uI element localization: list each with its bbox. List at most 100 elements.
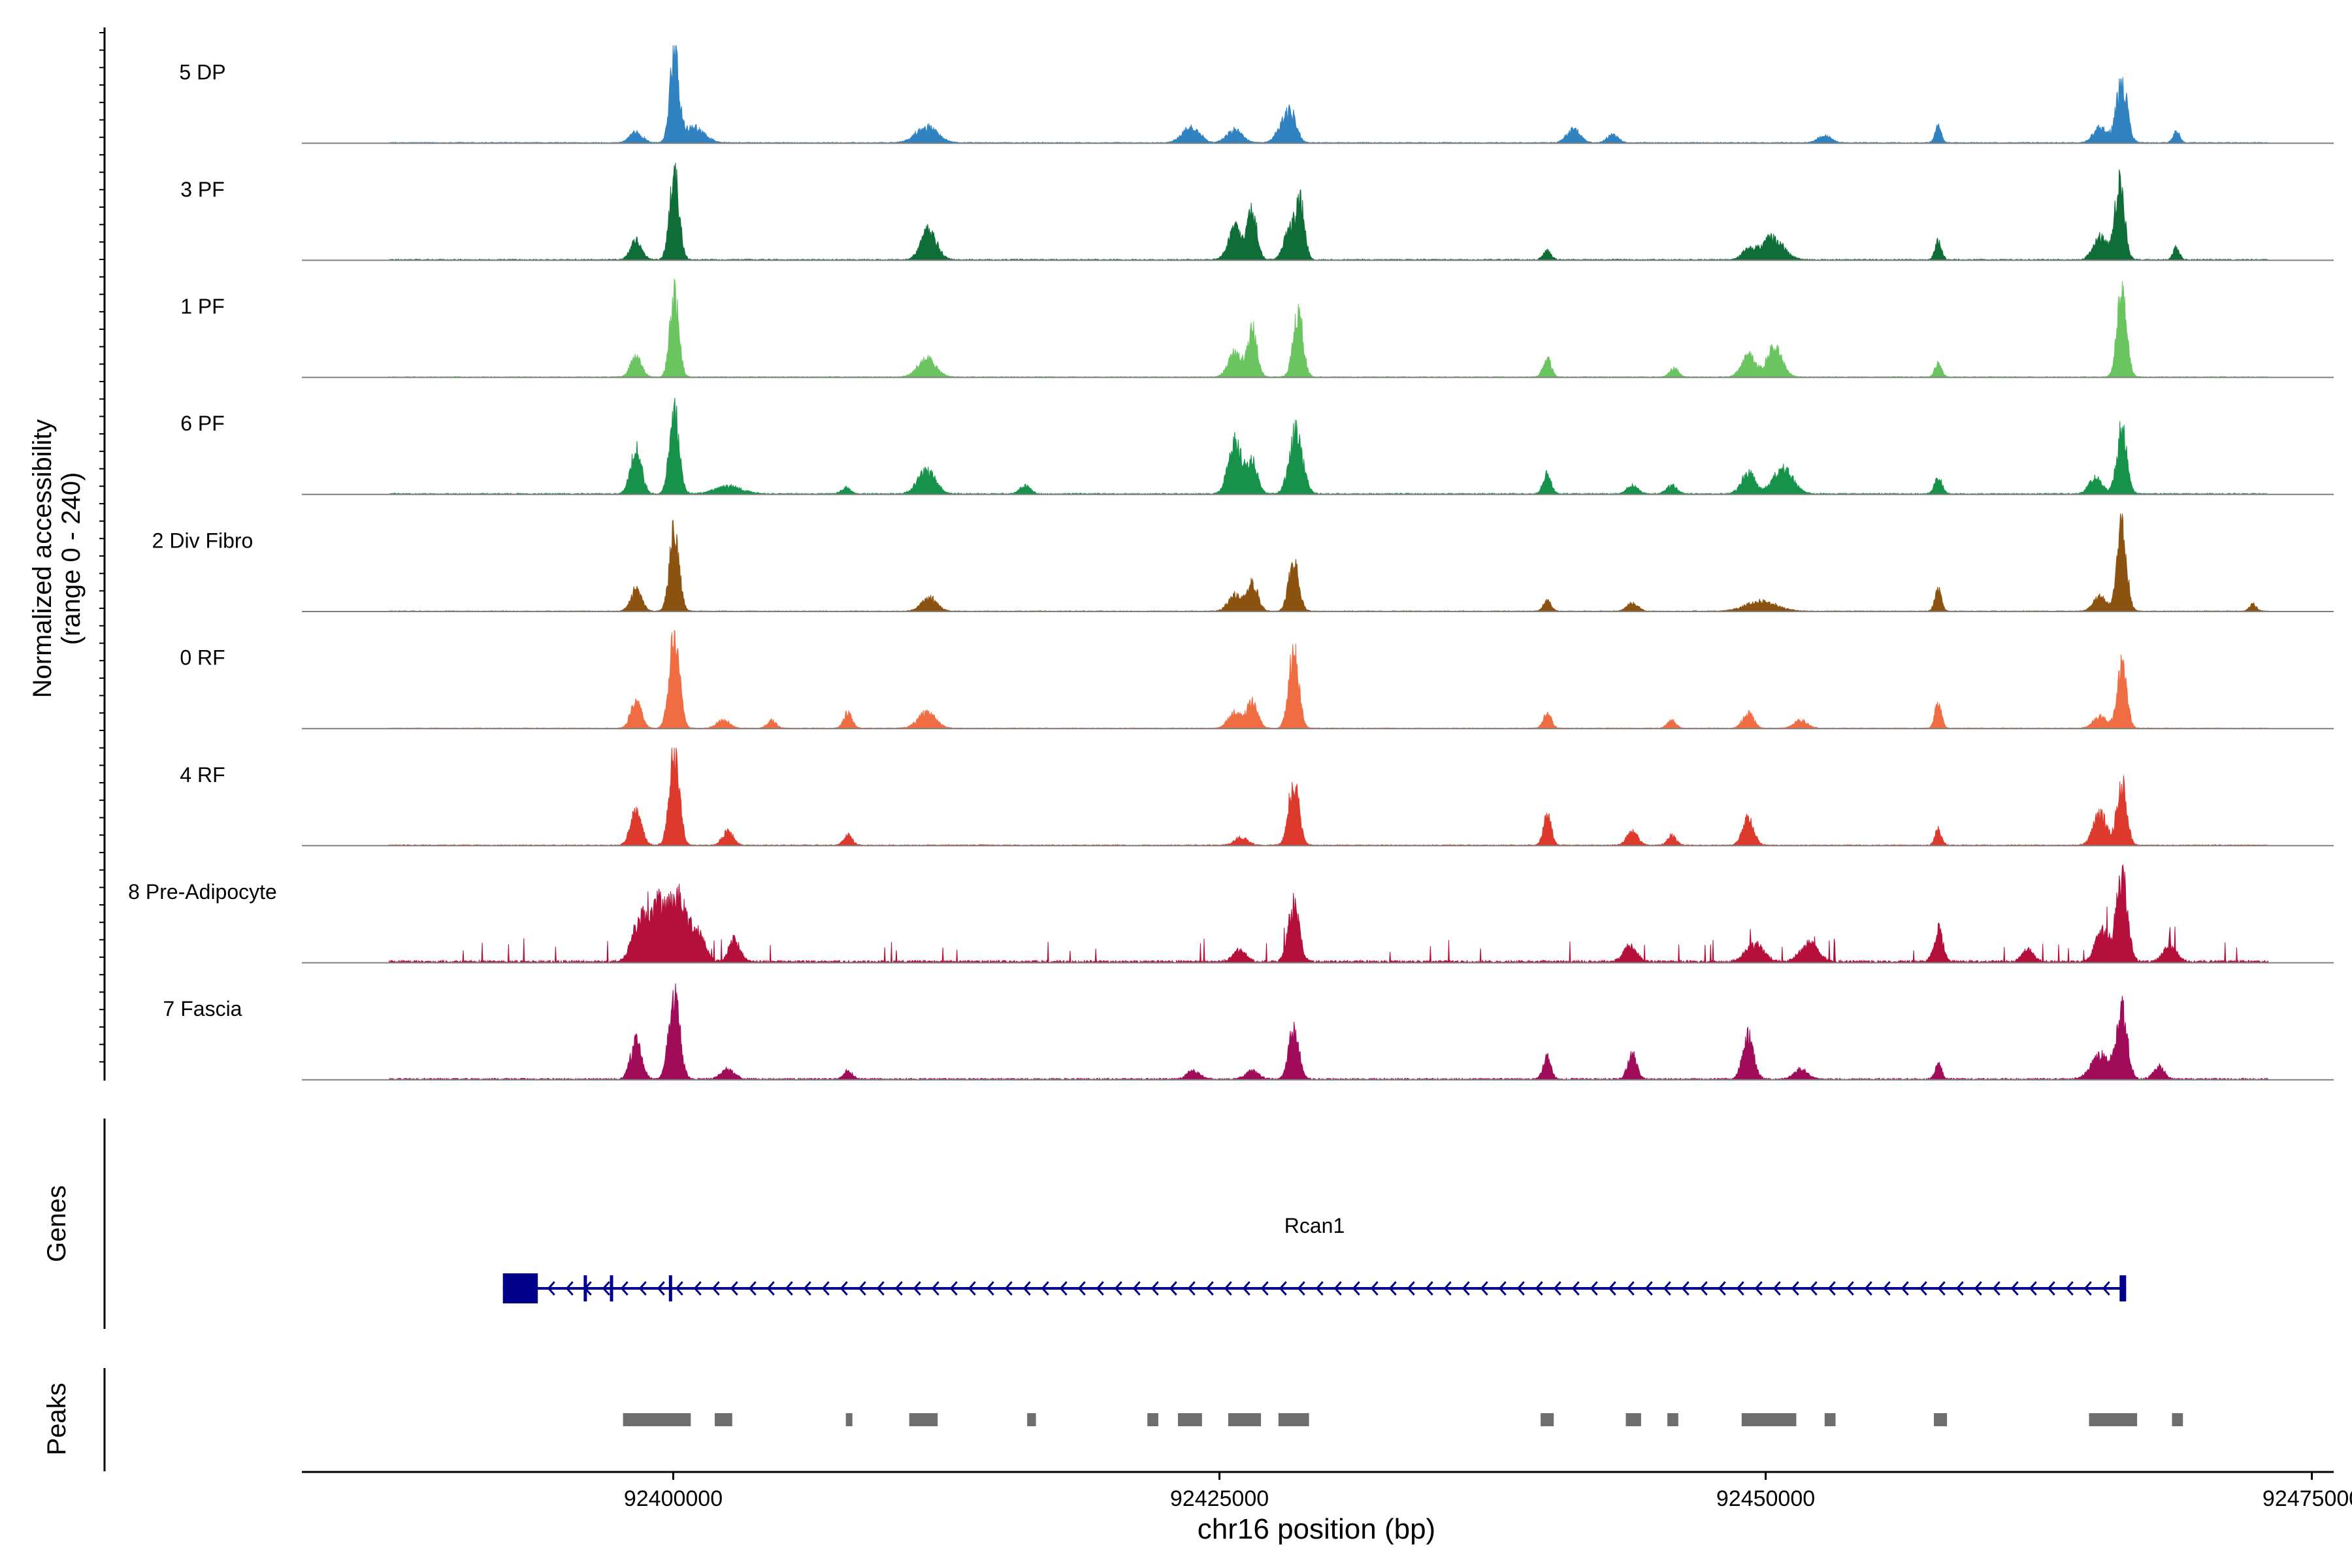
gene-exon <box>583 1275 587 1301</box>
strand-arrow <box>1516 1281 1525 1296</box>
strand-arrow <box>2083 1281 2092 1296</box>
x-axis-tick-label: 92475000 <box>2262 1486 2352 1511</box>
strand-arrow <box>1498 1281 1507 1296</box>
track-label: 3 PF <box>180 178 225 201</box>
strand-arrow <box>1882 1281 1891 1296</box>
x-axis-ticks: 92400000 92425000 92450000 92475000 <box>624 1472 2352 1511</box>
track-2: 3 PF <box>180 163 2334 261</box>
strand-arrow <box>1681 1281 1690 1296</box>
strand-arrow <box>1791 1281 1799 1296</box>
strand-arrow <box>1608 1281 1616 1296</box>
strand-arrow <box>620 1281 629 1296</box>
strand-arrow <box>1901 1281 1909 1296</box>
strand-arrow <box>2047 1281 2055 1296</box>
strand-arrow <box>1352 1281 1360 1296</box>
gene-exon <box>2119 1275 2127 1301</box>
strand-arrow <box>1772 1281 1781 1296</box>
peak-bar <box>909 1413 938 1426</box>
peak-bar <box>1934 1413 1948 1426</box>
peak-bar <box>1541 1413 1554 1426</box>
strand-arrow <box>1864 1281 1872 1296</box>
strand-arrow <box>1169 1281 1177 1296</box>
strand-arrow <box>1626 1281 1635 1296</box>
x-axis-tick-label: 92450000 <box>1716 1486 1815 1511</box>
peak-bar <box>1667 1413 1678 1426</box>
genes-panel: Genes Rcan1 <box>42 1119 2127 1329</box>
strand-arrow <box>602 1281 610 1296</box>
peak-bar <box>1147 1413 1158 1426</box>
strand-arrow <box>1590 1281 1598 1296</box>
track-5: 2 Div Fibro <box>152 513 2334 612</box>
strand-arrow <box>2029 1281 2037 1296</box>
strand-arrow <box>894 1281 903 1296</box>
strand-arrow <box>931 1281 939 1296</box>
accessibility-axis-ticks <box>99 32 105 1063</box>
strand-arrow <box>565 1281 574 1296</box>
gene-label: Rcan1 <box>1284 1214 1345 1237</box>
strand-arrow <box>1407 1281 1415 1296</box>
x-axis: 92400000 92425000 92450000 92475000 chr16 p… <box>302 1471 2352 1545</box>
track-label: 1 PF <box>180 295 225 318</box>
strand-arrow <box>840 1281 848 1296</box>
strand-arrow <box>1370 1281 1379 1296</box>
y-axis-range-label: (range 0 - 240) <box>57 472 86 645</box>
peaks-axis-label: Peaks <box>42 1382 71 1455</box>
strand-arrow <box>1022 1281 1031 1296</box>
track-label: 5 DP <box>179 61 225 84</box>
x-axis-tick-label: 92425000 <box>1170 1486 1269 1511</box>
track-coverage-area <box>389 513 2269 612</box>
strand-arrow <box>1132 1281 1141 1296</box>
track-coverage-area <box>389 630 2269 729</box>
peak-bar <box>1824 1413 1836 1426</box>
track-label: 0 RF <box>180 646 225 670</box>
strand-arrow <box>2102 1281 2110 1296</box>
y-axis-title: Normalized accessibility <box>28 419 57 698</box>
strand-arrow <box>1187 1281 1196 1296</box>
track-label: 6 PF <box>180 412 225 435</box>
strand-arrow <box>1004 1281 1013 1296</box>
strand-arrow <box>675 1281 683 1296</box>
strand-arrow <box>1315 1281 1324 1296</box>
track-label: 4 RF <box>180 763 225 787</box>
strand-arrow <box>2010 1281 2019 1296</box>
gene-exon <box>610 1275 613 1301</box>
strand-arrow <box>1224 1281 1232 1296</box>
strand-arrow <box>1754 1281 1763 1296</box>
peak-bar <box>1027 1413 1036 1426</box>
coverage-tracks: 5 DP 3 PF 1 PF 6 PF 2 Div Fibro 0 RF 4 RF 8 Pre… <box>128 45 2334 1081</box>
strand-arrow <box>1059 1281 1068 1296</box>
x-axis-title: chr16 position (bp) <box>1198 1513 1435 1545</box>
strand-arrow <box>821 1281 830 1296</box>
track-6: 0 RF <box>180 630 2334 730</box>
strand-arrow <box>1260 1281 1269 1296</box>
accessibility-axis <box>99 27 106 1081</box>
strand-arrow <box>657 1281 665 1296</box>
strand-arrow <box>858 1281 866 1296</box>
track-coverage-area <box>389 983 2269 1081</box>
track-coverage-area <box>389 747 2268 847</box>
strand-arrow <box>1919 1281 1927 1296</box>
track-label: 2 Div Fibro <box>152 529 253 552</box>
strand-arrow <box>803 1281 811 1296</box>
strand-arrow <box>785 1281 793 1296</box>
strand-arrow <box>1553 1281 1561 1296</box>
peak-bar <box>1228 1413 1262 1426</box>
strand-arrow <box>1462 1281 1470 1296</box>
strand-arrow <box>638 1281 647 1296</box>
peaks-panel: Peaks <box>42 1368 2183 1471</box>
track-coverage-area <box>389 864 2269 964</box>
strand-arrow <box>547 1281 555 1296</box>
peak-bar <box>2089 1413 2138 1426</box>
track-3: 1 PF <box>180 278 2334 378</box>
strand-arrow <box>730 1281 738 1296</box>
track-9: 7 Fascia <box>163 983 2334 1081</box>
peak-bar <box>715 1413 732 1426</box>
strand-arrow <box>1955 1281 1964 1296</box>
strand-arrow <box>766 1281 775 1296</box>
strand-arrow <box>1443 1281 1452 1296</box>
peak-bar <box>1625 1413 1641 1426</box>
track-coverage-area <box>388 45 2269 144</box>
strand-arrow <box>1827 1281 1836 1296</box>
peak-bar <box>2172 1413 2183 1426</box>
